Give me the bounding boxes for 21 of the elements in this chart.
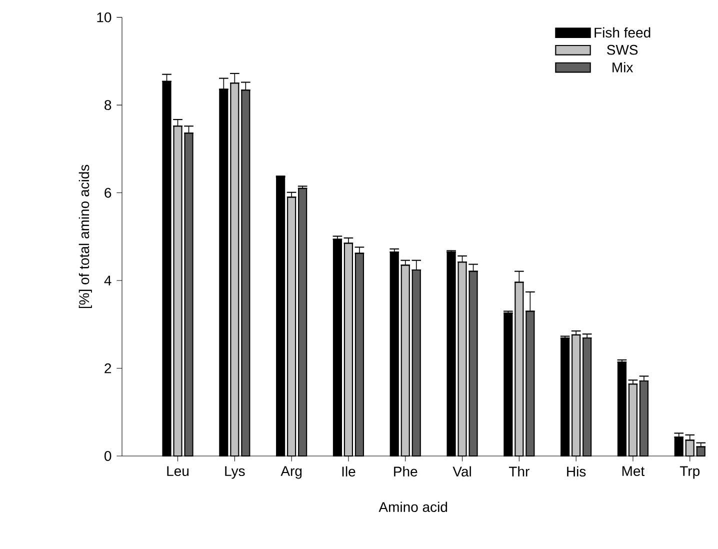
x-tick-label: His [567,466,586,477]
legend-label: SWS [607,44,638,55]
x-tick-label: Thr [508,466,530,476]
y-tick-label: 10 [97,12,112,22]
y-tick-label: 4 [104,276,112,286]
x-tick-label: Trp [680,466,700,479]
x-tick-label: Ile [342,466,356,477]
y-tick-label: 6 [104,188,112,198]
y-tick-label: 0 [104,451,112,461]
x-tick-label: Leu [167,466,189,476]
x-axis-title: Amino acid [378,502,448,512]
x-tick-label: Phe [394,466,418,477]
y-tick-label: 8 [104,100,112,110]
y-axis-title: [%] of total amino acids [78,164,92,308]
legend-label: Fish feed [594,27,650,38]
legend-label: Mix [612,62,634,72]
x-tick-label: Arg [280,466,302,479]
y-tick-label: 2 [104,363,112,374]
x-tick-label: Val [452,466,471,477]
x-tick-label: Lys [225,466,245,479]
x-tick-label: Met [622,466,645,476]
